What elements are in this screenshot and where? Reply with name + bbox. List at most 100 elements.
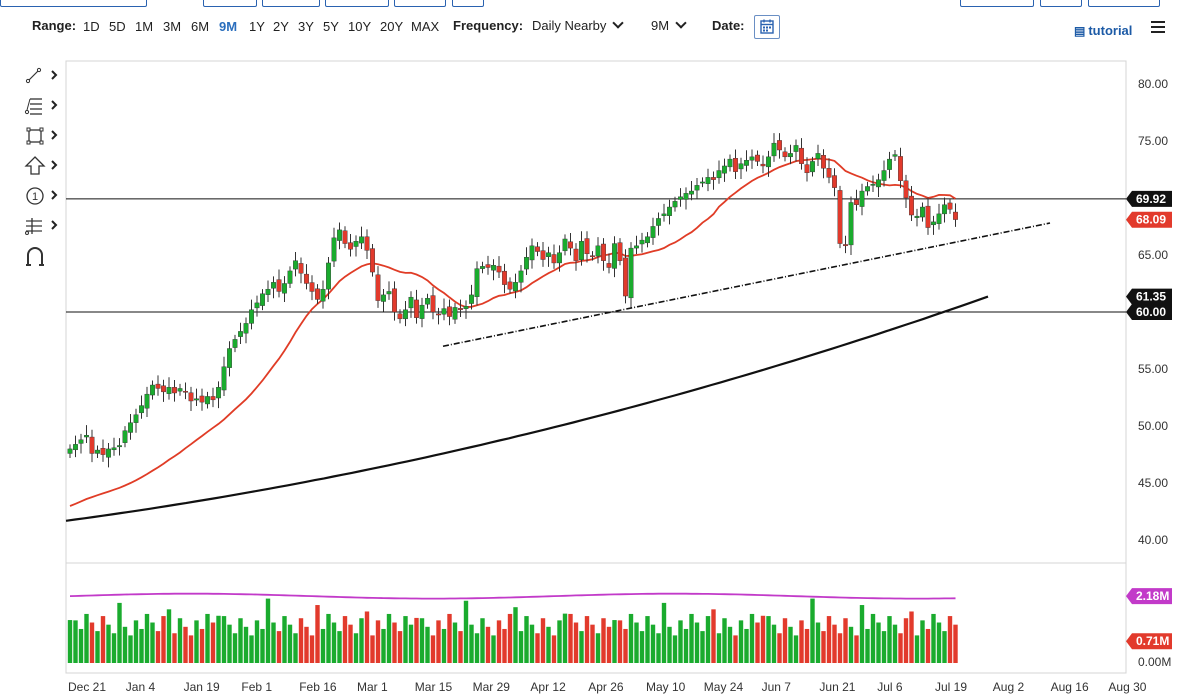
volume-bar	[502, 628, 507, 663]
volume-bar	[854, 635, 859, 663]
top-button-6[interactable]	[960, 0, 1034, 7]
date-picker-button[interactable]	[754, 15, 780, 39]
range-1d[interactable]: 1D	[83, 19, 100, 34]
candle-body	[95, 449, 100, 454]
candle-body	[348, 242, 353, 250]
search-box-edge[interactable]	[0, 0, 147, 7]
candle-body	[513, 282, 518, 292]
candle-body	[227, 348, 232, 368]
volume-bar	[117, 602, 122, 663]
volume-average-label: 2.18M	[1126, 588, 1172, 605]
period-select[interactable]: 9M	[651, 17, 687, 33]
range-20y[interactable]: 20Y	[380, 19, 404, 34]
horizontal-line-label: 69.92	[1126, 190, 1172, 207]
range-1m[interactable]: 1M	[135, 19, 154, 34]
trendline[interactable]	[442, 222, 1051, 348]
price-tick: 40.00	[1138, 533, 1168, 547]
candle-body	[425, 298, 430, 305]
top-button-1[interactable]	[203, 0, 257, 7]
volume-bar	[579, 631, 584, 663]
volume-bar	[144, 613, 150, 663]
candle-body	[788, 153, 793, 158]
volume-bar	[260, 628, 265, 663]
line-tool-button[interactable]	[22, 65, 62, 87]
label-background	[1126, 211, 1172, 228]
tutorial-link[interactable]: ▤ tutorial	[1074, 23, 1132, 38]
volume-bar	[821, 631, 826, 663]
menu-icon[interactable]	[1151, 21, 1165, 36]
volume-bar	[84, 613, 89, 663]
volume-bar	[815, 622, 821, 663]
range-5d[interactable]: 5D	[109, 19, 126, 34]
candle-body	[265, 288, 271, 295]
candle-body	[612, 243, 617, 269]
candle-body	[364, 236, 370, 251]
candle-body	[287, 270, 293, 284]
arrow-tool-button[interactable]	[22, 155, 62, 177]
candle-body	[749, 156, 755, 161]
candle-body	[782, 151, 788, 158]
date-tick: Mar 15	[415, 680, 453, 694]
frequency-select[interactable]: Daily Nearby	[532, 17, 625, 33]
candle-body	[78, 439, 84, 444]
top-button-7[interactable]	[1040, 0, 1082, 7]
volume-bar	[826, 616, 832, 663]
price-tick: 75.00	[1138, 134, 1168, 148]
candle-body	[298, 263, 304, 274]
range-5y[interactable]: 5Y	[323, 19, 339, 34]
candle-body	[304, 273, 309, 284]
candle-body	[331, 237, 337, 262]
range-1y[interactable]: 1Y	[249, 19, 265, 34]
range-3y[interactable]: 3Y	[298, 19, 314, 34]
candle-body	[705, 177, 711, 184]
candle-body	[397, 313, 403, 320]
measure-tool-button[interactable]	[22, 215, 62, 237]
range-9m[interactable]: 9M	[219, 19, 238, 34]
candle-body	[760, 163, 766, 167]
short-moving-average-line	[69, 157, 956, 507]
top-button-8[interactable]	[1088, 0, 1160, 7]
volume-bar	[546, 626, 551, 663]
candle-body	[799, 147, 804, 164]
annotation-tool-button[interactable]: 1	[22, 185, 62, 207]
top-button-5[interactable]	[452, 0, 484, 7]
candle-body	[711, 177, 716, 180]
volume-bar	[656, 633, 661, 663]
candle-body	[100, 448, 106, 455]
volume-bar	[480, 618, 485, 663]
volume-bar	[848, 626, 854, 663]
candle-body	[947, 202, 953, 210]
volume-bar	[661, 602, 667, 663]
candle-body	[573, 248, 579, 261]
rectangle-tool-button[interactable]	[22, 125, 62, 147]
tutorial-label: tutorial	[1088, 23, 1133, 38]
price-tick: 80.00	[1138, 77, 1168, 91]
range-3m[interactable]: 3M	[163, 19, 182, 34]
volume-bar	[441, 628, 447, 663]
volume-bar	[128, 635, 133, 663]
magnet-tool-button[interactable]	[22, 245, 62, 267]
range-2y[interactable]: 2Y	[273, 19, 289, 34]
volume-bar	[381, 628, 386, 663]
volume-bar	[760, 615, 766, 663]
range-10y[interactable]: 10Y	[348, 19, 372, 34]
volume-bar	[326, 613, 331, 663]
price-tick: 65.00	[1138, 248, 1168, 262]
range-max[interactable]: MAX	[411, 19, 440, 34]
top-button-3[interactable]	[325, 0, 389, 7]
volume-bar	[766, 616, 771, 663]
range-6m[interactable]: 6M	[191, 19, 210, 34]
top-button-4[interactable]	[394, 0, 446, 7]
volume-bar	[612, 620, 617, 663]
fibonacci-tool-button[interactable]	[22, 95, 62, 117]
candle-body	[606, 263, 612, 268]
top-button-2[interactable]	[262, 0, 320, 7]
volume-bar	[353, 633, 359, 663]
long-ma-label: 61.35	[1126, 288, 1172, 305]
volume-bar	[700, 631, 705, 663]
measure-tool-icon	[25, 218, 58, 235]
candle-body	[194, 398, 199, 401]
date-tick: Aug 30	[1108, 680, 1146, 694]
